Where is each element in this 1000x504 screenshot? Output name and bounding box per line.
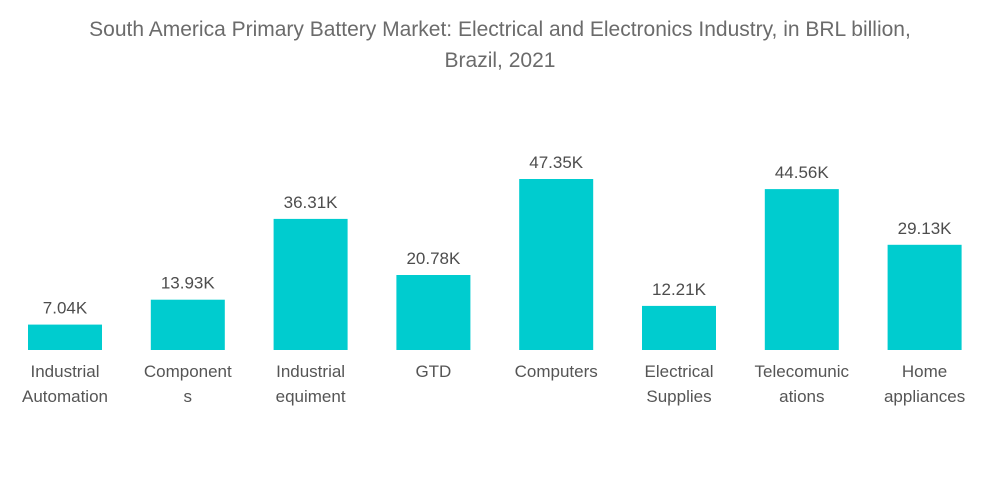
category-labels-group: Industrial Automation Component s Industrial…	[22, 362, 965, 406]
category-label-1-line-0: Component	[144, 362, 232, 381]
data-label-4: 47.35K	[529, 153, 584, 172]
chart-title: South America Primary Battery Market: El…	[0, 14, 1000, 76]
bar-6	[764, 189, 839, 350]
data-label-6: 44.56K	[775, 163, 830, 182]
data-label-3: 20.78K	[406, 249, 461, 268]
category-label-1-line-1: s	[184, 387, 193, 406]
bar-1	[150, 299, 225, 350]
category-label-0-line-1: Automation	[22, 387, 108, 406]
data-label-5: 12.21K	[652, 280, 707, 299]
data-label-0: 7.04K	[43, 299, 88, 318]
category-label-2-line-0: Industrial	[276, 362, 345, 381]
bar-4	[519, 179, 594, 350]
data-label-7: 29.13K	[898, 219, 953, 238]
category-label-5-line-0: Electrical	[645, 362, 714, 381]
bars-group	[28, 179, 962, 350]
category-label-4: Computers	[515, 362, 598, 381]
data-label-2: 36.31K	[284, 193, 339, 212]
category-label-2-line-1: equiment	[276, 387, 346, 406]
category-label-6-line-1: ations	[779, 387, 824, 406]
bar-3	[396, 275, 471, 350]
category-label-0-line-0: Industrial	[31, 362, 100, 381]
chart-title-line-2: Brazil, 2021	[444, 49, 556, 72]
chart-title-line-1: South America Primary Battery Market: El…	[89, 18, 911, 41]
category-label-7-line-0: Home	[902, 362, 947, 381]
bar-5	[642, 305, 716, 350]
bar-7	[887, 244, 962, 350]
data-labels-group: 7.04K 13.93K 36.31K 20.78K 47.35K 12.21K 44.56…	[43, 153, 952, 318]
category-label-5-line-1: Supplies	[646, 387, 711, 406]
category-label-7-line-1: appliances	[884, 387, 965, 406]
bar-0	[28, 324, 102, 350]
bar-2	[273, 218, 348, 350]
category-label-6-line-0: Telecomunic	[755, 362, 850, 381]
data-label-1: 13.93K	[161, 274, 216, 293]
category-label-3: GTD	[415, 362, 451, 381]
